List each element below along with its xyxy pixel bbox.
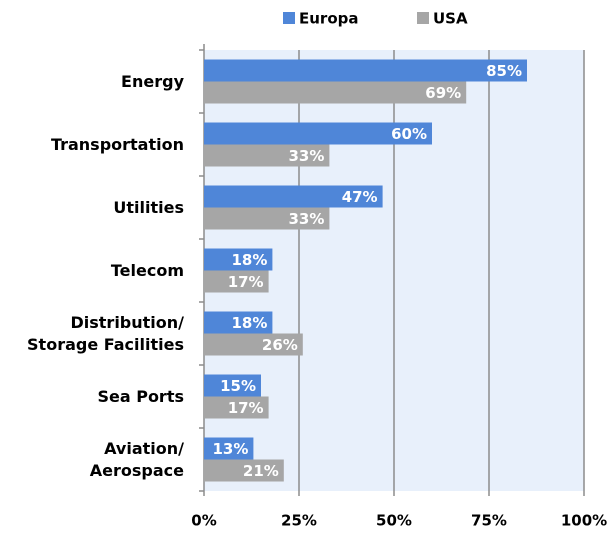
legend-swatch bbox=[283, 12, 295, 24]
value-label: 69% bbox=[425, 84, 461, 102]
value-label: 85% bbox=[486, 62, 522, 80]
bar bbox=[204, 459, 284, 482]
x-tick-label: 0% bbox=[191, 512, 216, 530]
y-tick-label: Sea Ports bbox=[97, 386, 184, 406]
x-tick-label: 75% bbox=[471, 512, 507, 530]
x-tick-label: 25% bbox=[281, 512, 317, 530]
y-tick-label: Utilities bbox=[113, 197, 184, 217]
y-tick-label: Distribution/ Storage Facilities bbox=[27, 312, 184, 354]
bar bbox=[204, 270, 269, 293]
bar bbox=[204, 396, 269, 419]
x-tick-label: 50% bbox=[376, 512, 412, 530]
bar bbox=[204, 311, 273, 334]
y-tick-label: Transportation bbox=[50, 134, 184, 154]
value-label: 26% bbox=[262, 336, 298, 354]
y-tick-label: Energy bbox=[121, 71, 184, 91]
bar bbox=[204, 185, 383, 208]
legend-label: USA bbox=[433, 10, 468, 28]
bar bbox=[204, 437, 254, 460]
bar bbox=[204, 81, 467, 104]
value-label: 15% bbox=[220, 377, 256, 395]
value-label: 21% bbox=[243, 462, 279, 480]
value-label: 60% bbox=[391, 125, 427, 143]
legend-swatch bbox=[417, 12, 429, 24]
x-tick-label: 100% bbox=[561, 512, 607, 530]
value-label: 18% bbox=[231, 314, 267, 332]
y-tick-label: Aviation/ Aerospace bbox=[89, 438, 184, 480]
y-tick-label: Telecom bbox=[110, 260, 184, 280]
bar bbox=[204, 59, 527, 82]
value-label: 18% bbox=[231, 251, 267, 269]
bar bbox=[204, 207, 330, 230]
value-label: 33% bbox=[288, 147, 324, 165]
value-label: 17% bbox=[228, 273, 264, 291]
legend-label: Europa bbox=[299, 10, 359, 28]
value-label: 47% bbox=[342, 188, 378, 206]
bar bbox=[204, 248, 273, 271]
bar bbox=[204, 333, 303, 356]
bar bbox=[204, 122, 432, 145]
bar bbox=[204, 374, 261, 397]
value-label: 17% bbox=[228, 399, 264, 417]
value-label: 33% bbox=[288, 210, 324, 228]
value-label: 13% bbox=[212, 440, 248, 458]
bar bbox=[204, 144, 330, 167]
